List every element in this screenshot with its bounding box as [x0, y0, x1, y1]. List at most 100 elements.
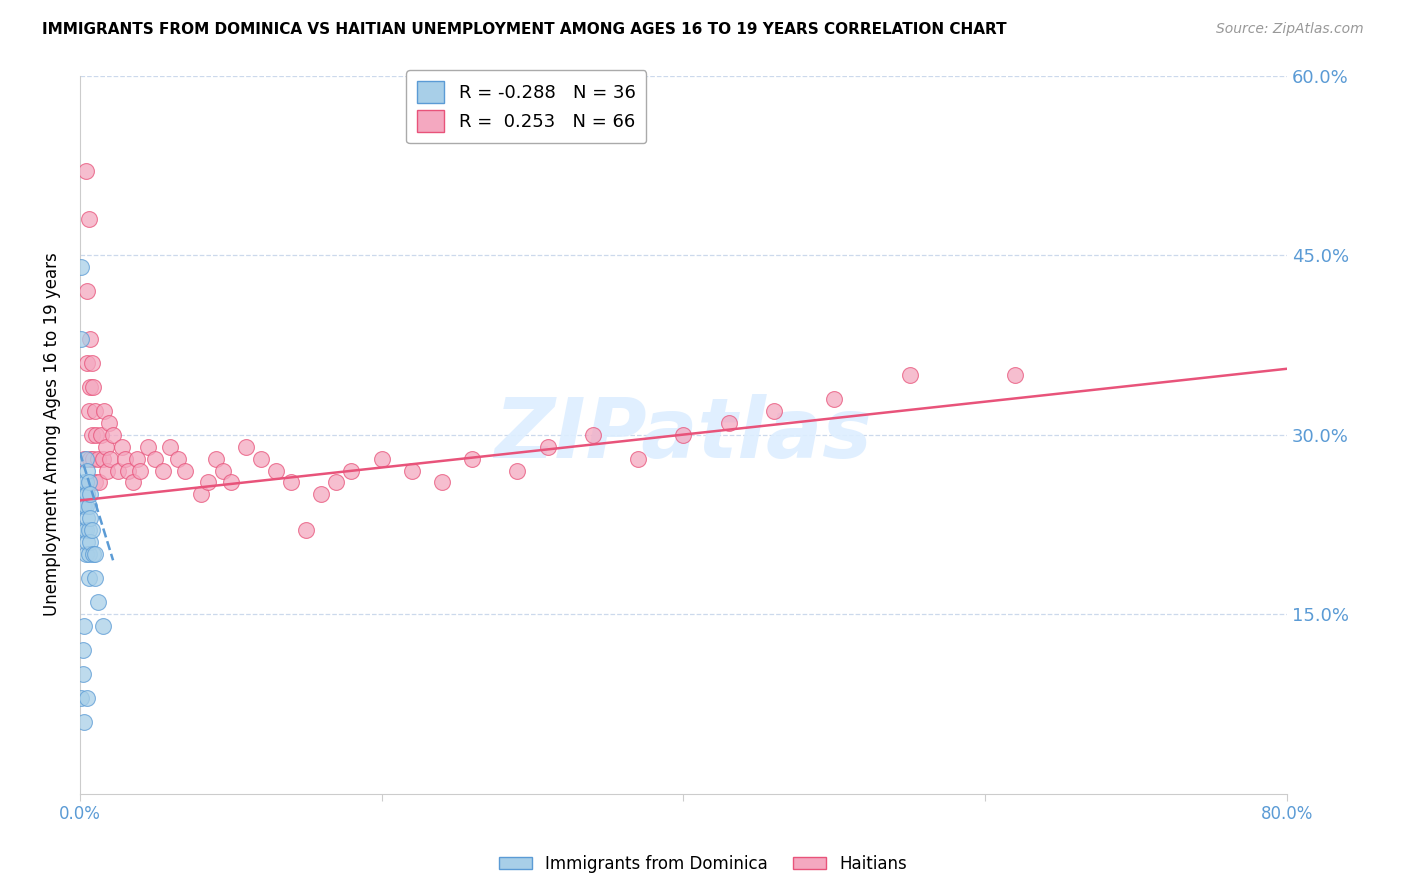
Point	[73, 619, 96, 633]
Y-axis label: Unemployment Among Ages 16 to 19 years: Unemployment Among Ages 16 to 19 years	[44, 252, 60, 616]
Point	[84, 571, 107, 585]
Point	[121, 475, 143, 490]
Point	[77, 475, 100, 490]
Point	[536, 440, 558, 454]
Point	[70, 690, 93, 705]
Point	[117, 463, 139, 477]
Point	[91, 451, 114, 466]
Point	[79, 332, 101, 346]
Point	[250, 451, 273, 466]
Point	[197, 475, 219, 490]
Point	[98, 451, 121, 466]
Point	[235, 440, 257, 454]
Point	[73, 500, 96, 514]
Point	[94, 440, 117, 454]
Legend: R = -0.288   N = 36, R =  0.253   N = 66: R = -0.288 N = 36, R = 0.253 N = 66	[406, 70, 647, 143]
Point	[190, 487, 212, 501]
Point	[309, 487, 332, 501]
Point	[70, 260, 93, 274]
Point	[80, 524, 103, 538]
Point	[77, 524, 100, 538]
Point	[295, 524, 318, 538]
Point	[84, 475, 107, 490]
Point	[75, 547, 97, 561]
Point	[264, 463, 287, 477]
Point	[1004, 368, 1026, 382]
Point	[401, 463, 423, 477]
Point	[82, 547, 104, 561]
Point	[73, 714, 96, 729]
Point	[582, 427, 605, 442]
Point	[79, 487, 101, 501]
Point	[91, 619, 114, 633]
Point	[101, 427, 124, 442]
Point	[79, 451, 101, 466]
Point	[96, 463, 118, 477]
Point	[73, 524, 96, 538]
Point	[627, 451, 650, 466]
Point	[77, 500, 100, 514]
Point	[129, 463, 152, 477]
Point	[87, 451, 110, 466]
Point	[370, 451, 392, 466]
Point	[79, 511, 101, 525]
Point	[90, 427, 112, 442]
Point	[76, 535, 98, 549]
Point	[75, 524, 97, 538]
Point	[143, 451, 166, 466]
Point	[340, 463, 363, 477]
Point	[79, 535, 101, 549]
Point	[159, 440, 181, 454]
Point	[717, 416, 740, 430]
Point	[76, 511, 98, 525]
Point	[77, 571, 100, 585]
Point	[76, 356, 98, 370]
Point	[86, 427, 108, 442]
Point	[75, 451, 97, 466]
Point	[114, 451, 136, 466]
Point	[87, 595, 110, 609]
Point	[672, 427, 695, 442]
Point	[82, 451, 104, 466]
Point	[77, 212, 100, 227]
Point	[72, 487, 94, 501]
Point	[73, 475, 96, 490]
Point	[72, 643, 94, 657]
Point	[219, 475, 242, 490]
Point	[76, 690, 98, 705]
Point	[84, 403, 107, 417]
Point	[823, 392, 845, 406]
Point	[77, 547, 100, 561]
Point	[75, 500, 97, 514]
Point	[127, 451, 149, 466]
Point	[204, 451, 226, 466]
Point	[80, 427, 103, 442]
Point	[75, 475, 97, 490]
Point	[77, 403, 100, 417]
Text: ZIPatlas: ZIPatlas	[495, 394, 872, 475]
Point	[84, 547, 107, 561]
Point	[72, 500, 94, 514]
Point	[80, 356, 103, 370]
Point	[76, 284, 98, 298]
Point	[762, 403, 785, 417]
Point	[174, 463, 197, 477]
Point	[93, 403, 115, 417]
Text: IMMIGRANTS FROM DOMINICA VS HAITIAN UNEMPLOYMENT AMONG AGES 16 TO 19 YEARS CORRE: IMMIGRANTS FROM DOMINICA VS HAITIAN UNEM…	[42, 22, 1007, 37]
Point	[73, 451, 96, 466]
Point	[89, 475, 111, 490]
Point	[107, 463, 129, 477]
Point	[167, 451, 190, 466]
Point	[76, 463, 98, 477]
Point	[325, 475, 347, 490]
Point	[76, 487, 98, 501]
Point	[280, 475, 302, 490]
Text: Source: ZipAtlas.com: Source: ZipAtlas.com	[1216, 22, 1364, 37]
Point	[70, 332, 93, 346]
Point	[461, 451, 484, 466]
Point	[97, 416, 120, 430]
Point	[430, 475, 453, 490]
Point	[136, 440, 159, 454]
Point	[111, 440, 134, 454]
Point	[506, 463, 529, 477]
